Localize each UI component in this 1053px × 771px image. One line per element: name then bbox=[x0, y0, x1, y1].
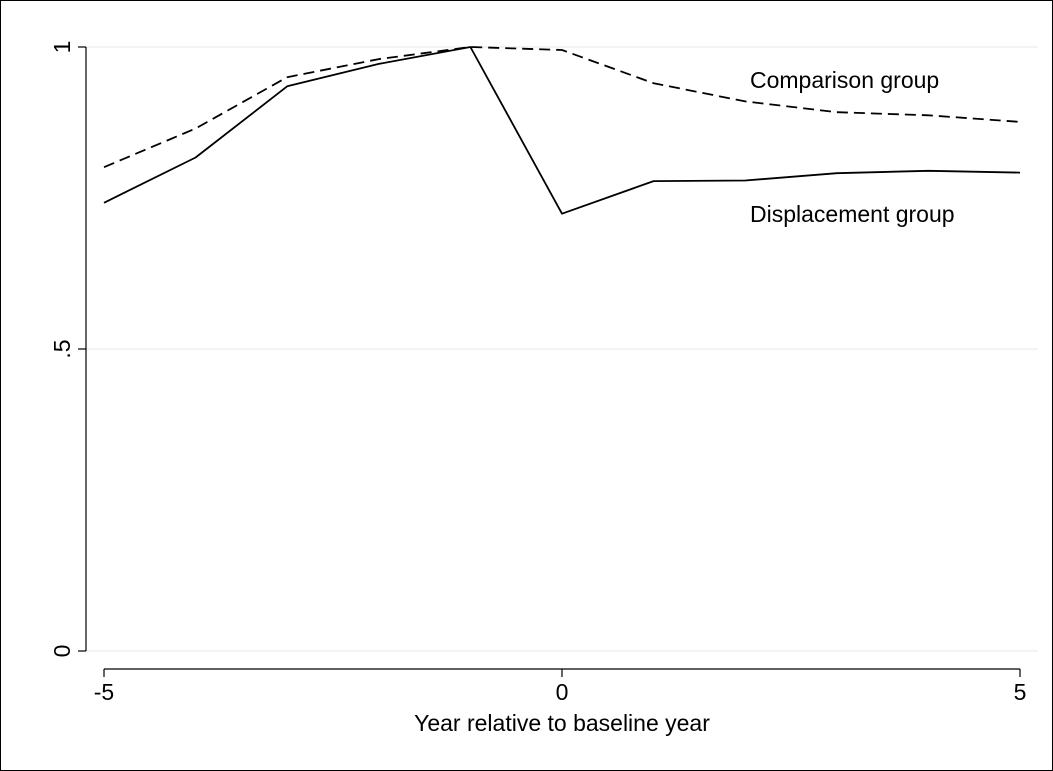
x-tick-label: -5 bbox=[94, 679, 114, 705]
grid-lines bbox=[86, 46, 1038, 652]
x-tick-label: 5 bbox=[1014, 679, 1027, 705]
series-line-displacement-group bbox=[103, 46, 1021, 215]
y-tick-label: 0 bbox=[49, 645, 75, 658]
series-label-displacement-group: Displacement group bbox=[750, 201, 955, 227]
series-lines bbox=[103, 46, 1021, 215]
x-axis-label: Year relative to baseline year bbox=[414, 710, 710, 736]
x-tick-label: 0 bbox=[556, 679, 569, 705]
axes bbox=[78, 46, 1021, 677]
y-tick-label: .5 bbox=[49, 339, 75, 358]
labels: 0 .5 1 -5 0 5 Comparison group Displacement gro… bbox=[49, 41, 1026, 705]
y-tick-label: 1 bbox=[49, 41, 75, 54]
series-line-comparison-group bbox=[103, 46, 1021, 169]
series-label-comparison-group: Comparison group bbox=[750, 67, 939, 93]
